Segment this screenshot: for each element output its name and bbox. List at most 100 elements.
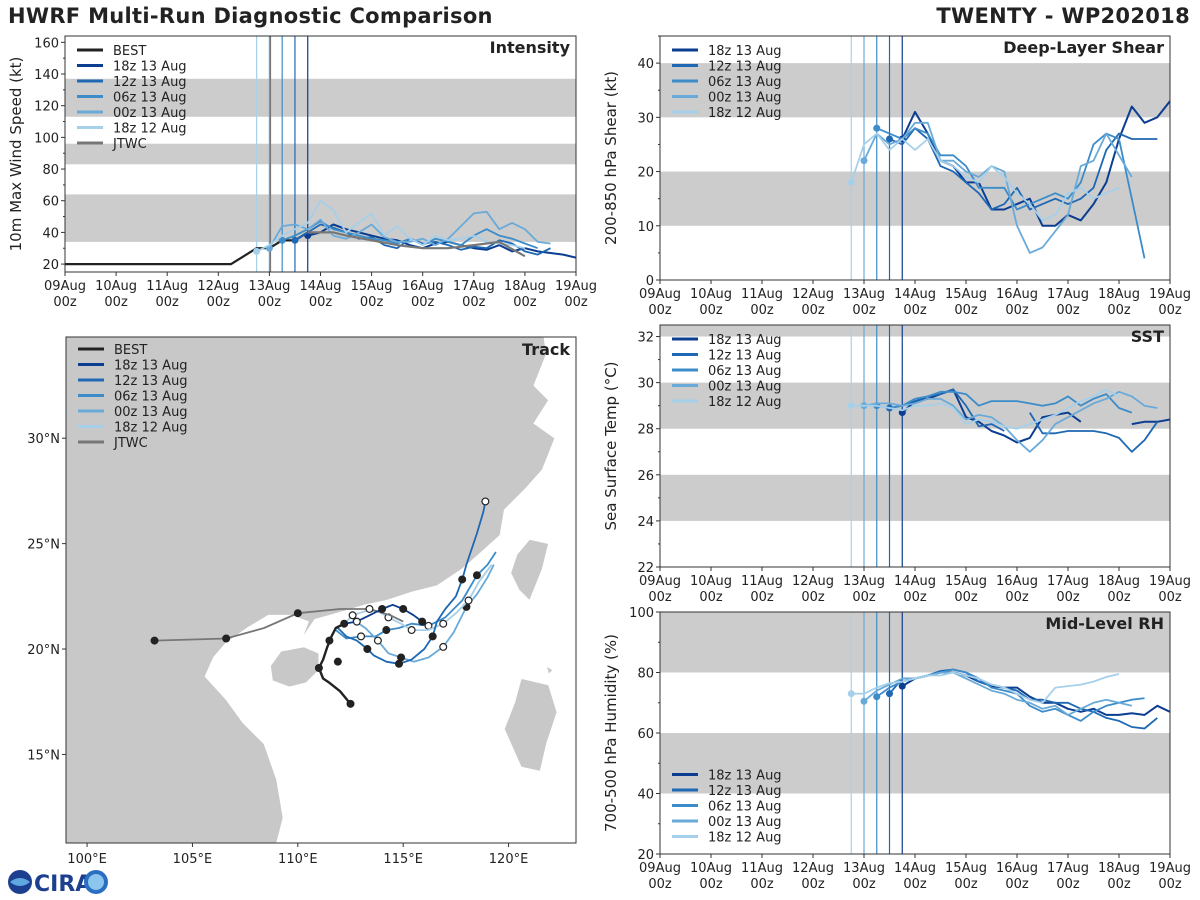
track-point-12z-13-aug xyxy=(363,645,372,654)
sst-xtick-day: 15Aug xyxy=(945,574,987,589)
rh-ytick-label: 100 xyxy=(629,606,654,621)
shear-xtick-hour: 00z xyxy=(1005,303,1029,318)
rh-xtick-hour: 00z xyxy=(852,877,876,892)
intensity-xtick-day: 17Aug xyxy=(453,279,495,294)
shear-xtick-day: 13Aug xyxy=(843,287,885,302)
rh-xtick-hour: 00z xyxy=(648,877,672,892)
lat-tick-label: 30°N xyxy=(27,432,60,447)
shear-xtick-hour: 00z xyxy=(903,303,927,318)
intensity-xtick-day: 09Aug xyxy=(44,279,86,294)
sst-xtick-day: 10Aug xyxy=(690,574,732,589)
track-point-12z-13-aug xyxy=(428,632,437,641)
intensity-xtick-hour: 00z xyxy=(360,295,384,310)
rh-ytick-label: 20 xyxy=(637,848,654,863)
main-title: HWRF Multi-Run Diagnostic Comparison xyxy=(8,4,493,28)
shear-xtick-hour: 00z xyxy=(1158,303,1182,318)
intensity-xtick-hour: 00z xyxy=(258,295,282,310)
intensity-xtick-day: 14Aug xyxy=(300,279,342,294)
sst-legend-label: 00z 13 Aug xyxy=(708,380,782,395)
sst-band-2 xyxy=(660,325,1170,337)
sst-series-06z-13-aug xyxy=(876,390,1133,414)
shear-ytick-label: 0 xyxy=(646,274,654,289)
intensity-xtick-day: 19Aug xyxy=(555,279,597,294)
rh-xtick-hour: 00z xyxy=(903,877,927,892)
track-best xyxy=(317,622,352,705)
intensity-xtick-day: 10Aug xyxy=(95,279,137,294)
shear-marker-18z-12-aug xyxy=(847,178,855,186)
sst-ytick-label: 32 xyxy=(637,331,654,346)
track-jtwc xyxy=(154,608,404,642)
rh-legend-label: 00z 13 Aug xyxy=(708,815,782,830)
intensity-title: Intensity xyxy=(490,38,571,57)
sst-xtick-day: 16Aug xyxy=(996,574,1038,589)
shear-series-00z-13-aug xyxy=(863,121,1133,254)
shear-xtick-day: 10Aug xyxy=(690,287,732,302)
intensity-xtick-day: 18Aug xyxy=(504,279,546,294)
rh-xtick-hour: 00z xyxy=(750,877,774,892)
intensity-xtick-hour: 00z xyxy=(104,295,128,310)
track-point-best xyxy=(325,636,334,645)
track-point-18z-12-aug xyxy=(407,626,416,635)
intensity-legend-label: 00z 13 Aug xyxy=(113,106,187,121)
rh-legend-label: 06z 13 Aug xyxy=(708,800,782,815)
shear-legend-label: 18z 13 Aug xyxy=(708,44,782,59)
sst-xtick-hour: 00z xyxy=(1005,590,1029,605)
sst-xtick-day: 14Aug xyxy=(894,574,936,589)
intensity-xtick-hour: 00z xyxy=(53,295,77,310)
lon-tick-label: 105°E xyxy=(173,852,213,867)
sst-xtick-hour: 00z xyxy=(1056,590,1080,605)
sst-series-18z-12-aug xyxy=(851,388,1120,430)
track-point-18z-13-aug xyxy=(352,617,361,626)
track-legend-label: BEST xyxy=(114,343,147,358)
track-point-06z-13-aug xyxy=(382,626,391,635)
sst-series-00z-13-aug xyxy=(863,390,1158,453)
rh-xtick-hour: 00z xyxy=(699,877,723,892)
rh-xtick-day: 19Aug xyxy=(1149,861,1191,876)
sst-ytick-label: 24 xyxy=(637,515,654,530)
intensity-ylabel: 10m Max Wind Speed (kt) xyxy=(7,57,25,252)
shear-ytick-label: 20 xyxy=(637,166,654,181)
track-point-12z-13-aug xyxy=(458,575,467,584)
small-island xyxy=(545,664,554,676)
track-point-12z-13-aug xyxy=(481,497,490,506)
intensity-xtick-day: 11Aug xyxy=(146,279,188,294)
track-point-18z-13-aug xyxy=(399,604,408,613)
rh-title: Mid-Level RH xyxy=(1045,614,1164,633)
sst-xtick-hour: 00z xyxy=(648,590,672,605)
track-point-jtwc xyxy=(365,604,374,613)
shear-ytick-label: 40 xyxy=(637,57,654,72)
rh-xtick-day: 14Aug xyxy=(894,861,936,876)
intensity-ytick-label: 60 xyxy=(42,195,59,210)
track-legend-label: 18z 13 Aug xyxy=(114,359,188,374)
rh-marker-00z-13-aug xyxy=(860,697,868,705)
intensity-xtick-hour: 00z xyxy=(207,295,231,310)
sst-xtick-day: 11Aug xyxy=(741,574,783,589)
logo-seal-inner xyxy=(88,874,104,890)
intensity-xtick-hour: 00z xyxy=(462,295,486,310)
sst-xtick-hour: 00z xyxy=(1158,590,1182,605)
intensity-ytick-label: 80 xyxy=(42,163,59,178)
intensity-ytick-label: 100 xyxy=(34,131,59,146)
sst-xtick-day: 09Aug xyxy=(639,574,681,589)
intensity-xtick-day: 16Aug xyxy=(402,279,444,294)
sst-band-0 xyxy=(660,474,1170,521)
shear-xtick-day: 12Aug xyxy=(792,287,834,302)
sst-xtick-day: 12Aug xyxy=(792,574,834,589)
track-point-jtwc xyxy=(293,609,302,618)
sst-xtick-hour: 00z xyxy=(750,590,774,605)
cira-logo: CIRA xyxy=(8,870,108,897)
shear-xtick-day: 17Aug xyxy=(1047,287,1089,302)
sst-ylabel: Sea Surface Temp (°C) xyxy=(602,361,620,530)
track-frame xyxy=(65,336,577,844)
shear-ytick-label: 30 xyxy=(637,111,654,126)
rh-series-group xyxy=(847,668,1170,730)
rh-xtick-day: 11Aug xyxy=(741,861,783,876)
rh-xtick-day: 10Aug xyxy=(690,861,732,876)
sst-xtick-hour: 00z xyxy=(1107,590,1131,605)
sst-series-group xyxy=(847,388,1170,453)
shear-title: Deep-Layer Shear xyxy=(1003,38,1164,57)
intensity-xtick-day: 15Aug xyxy=(351,279,393,294)
lon-tick-label: 120°E xyxy=(489,852,529,867)
